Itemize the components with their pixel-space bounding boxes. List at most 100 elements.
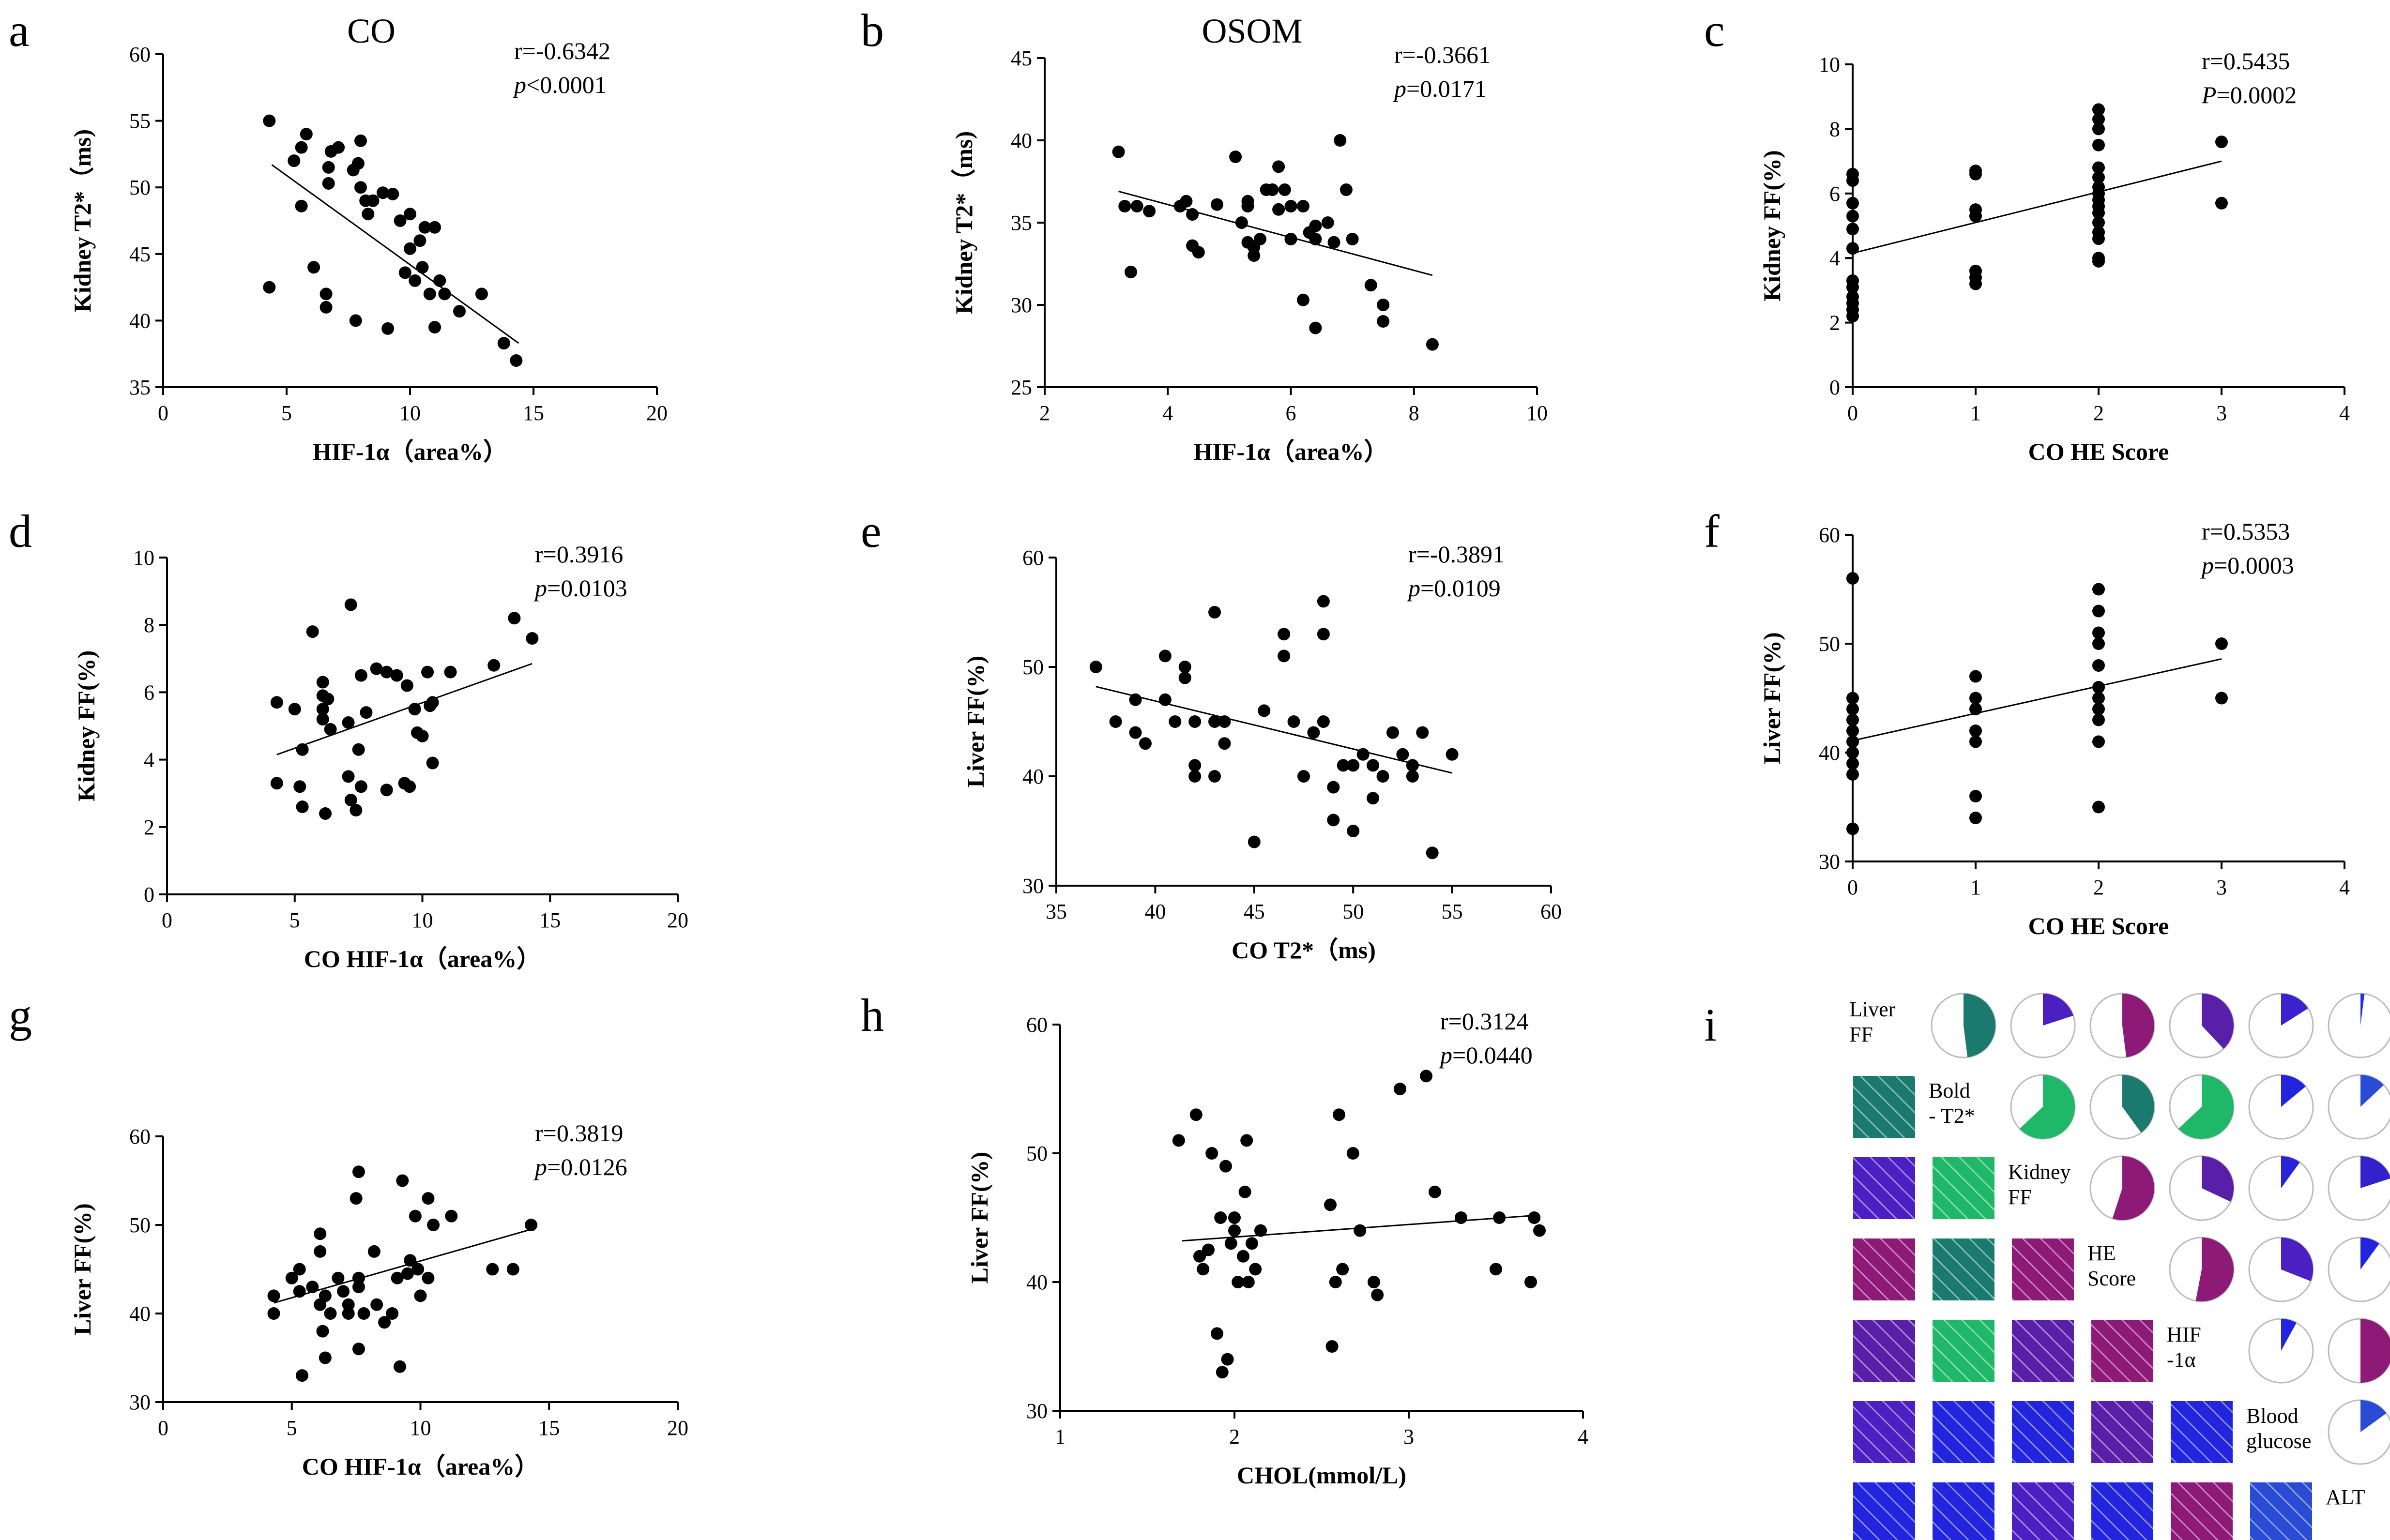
data-point — [1307, 726, 1320, 739]
x-tick-label: 5 — [281, 401, 292, 425]
data-point — [1368, 1276, 1380, 1288]
x-axis-label: HIF-1α（area%） — [313, 438, 507, 465]
data-point — [1327, 781, 1340, 794]
y-tick-label: 30 — [1011, 293, 1032, 317]
data-point — [1246, 1237, 1258, 1250]
data-point — [332, 141, 345, 154]
data-point — [1169, 715, 1182, 728]
y-tick-label: 25 — [1011, 376, 1032, 399]
data-point — [2092, 206, 2105, 219]
y-tick-label: 4 — [1829, 246, 1840, 270]
data-point — [314, 1227, 327, 1240]
data-point — [1172, 1134, 1185, 1147]
data-point — [1455, 1211, 1467, 1224]
data-point — [1224, 1237, 1237, 1250]
x-tick-label: 3 — [1403, 1425, 1414, 1449]
matrix-square-hatch — [2250, 1482, 2312, 1540]
data-point — [354, 780, 367, 793]
data-point — [351, 157, 365, 170]
matrix-pie-slice — [2122, 1075, 2155, 1133]
p-number: =0.0109 — [1420, 574, 1501, 602]
data-point — [293, 1285, 306, 1298]
p-value: p=0.0171 — [1393, 75, 1487, 102]
data-point — [1208, 606, 1221, 619]
y-tick-label: 8 — [1829, 117, 1840, 141]
matrix-pie-slice — [2360, 1075, 2384, 1107]
data-point — [350, 1192, 363, 1205]
data-point — [1354, 1224, 1367, 1237]
data-point — [411, 1263, 425, 1276]
data-point — [342, 1307, 355, 1320]
matrix-pie-slice — [2360, 1319, 2390, 1383]
data-point — [380, 784, 393, 797]
data-point — [2092, 122, 2105, 136]
data-point — [319, 1351, 332, 1364]
matrix-pie-slice — [2360, 1238, 2379, 1269]
x-axis-label: CO HE Score — [2028, 438, 2169, 465]
p-number: <0.0001 — [526, 71, 607, 98]
matrix-square-hatch — [1933, 1157, 1994, 1219]
x-tick-label: 10 — [410, 1416, 431, 1440]
data-point — [2092, 255, 2105, 268]
data-point — [2092, 232, 2105, 245]
data-point — [362, 208, 375, 221]
x-tick-label: 40 — [1144, 900, 1166, 923]
data-point — [2092, 583, 2105, 596]
data-point — [510, 354, 523, 367]
data-point — [300, 128, 313, 141]
x-tick-label: 0 — [162, 908, 172, 932]
x-tick-label: 10 — [1526, 401, 1548, 425]
data-point — [1969, 210, 1982, 223]
data-point — [409, 274, 422, 287]
data-point — [2092, 113, 2105, 126]
data-point — [1327, 814, 1340, 827]
p-value: p=0.0126 — [533, 1153, 627, 1180]
data-point — [342, 770, 355, 783]
data-point — [2092, 604, 2105, 618]
x-tick-label: 0 — [158, 401, 168, 425]
data-point — [1846, 757, 1859, 770]
y-tick-label: 60 — [1819, 523, 1840, 547]
p-symbol: p — [1407, 574, 1420, 602]
data-point — [1287, 715, 1300, 728]
regression-line — [1118, 190, 1433, 276]
data-point — [296, 743, 309, 756]
data-point — [2092, 171, 2105, 184]
data-point — [2092, 735, 2105, 748]
y-tick-label: 60 — [129, 43, 151, 66]
data-point — [1329, 1276, 1342, 1288]
x-tick-label: 6 — [1286, 401, 1296, 425]
y-tick-label: 55 — [129, 109, 151, 133]
data-point — [422, 1271, 435, 1284]
data-point — [320, 301, 333, 314]
y-tick-label: 2 — [1829, 311, 1840, 335]
data-point — [444, 665, 457, 679]
data-point — [418, 221, 431, 234]
data-point — [321, 693, 335, 706]
data-point — [1524, 1276, 1537, 1288]
data-point — [2092, 681, 2105, 694]
data-point — [393, 1360, 406, 1373]
data-point — [390, 669, 403, 682]
data-point — [270, 777, 283, 790]
data-point — [1846, 822, 1859, 835]
matrix-pie-slice — [2019, 1075, 2075, 1139]
data-point — [1377, 299, 1390, 311]
data-point — [400, 679, 413, 692]
chart-title: OSOM — [1202, 12, 1302, 50]
data-point — [1240, 1134, 1253, 1147]
data-point — [525, 1219, 538, 1231]
x-tick-label: 15 — [538, 1416, 560, 1440]
data-point — [381, 322, 395, 335]
matrix-square-hatch — [1933, 1238, 1994, 1300]
matrix-square-hatch — [1853, 1076, 1915, 1138]
data-point — [401, 1267, 414, 1280]
data-point — [1324, 1198, 1337, 1211]
y-tick-label: 60 — [1026, 1013, 1048, 1037]
data-point — [1846, 196, 1859, 210]
data-point — [1493, 1211, 1506, 1224]
y-tick-label: 60 — [1022, 546, 1044, 570]
data-point — [1112, 145, 1125, 158]
data-point — [416, 729, 429, 742]
